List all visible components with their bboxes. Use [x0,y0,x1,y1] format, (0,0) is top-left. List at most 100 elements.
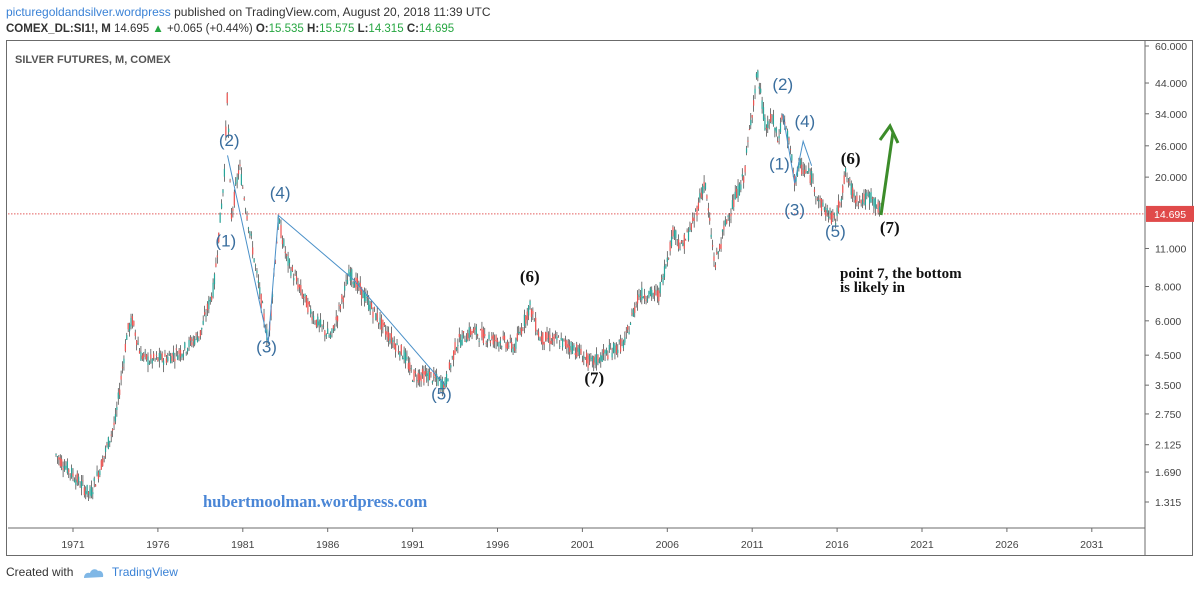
candle-body [320,319,322,327]
symbol-line: COMEX_DL:SI1!, M 14.695 ▲ +0.065 (+0.44%… [6,23,454,35]
candle-body [372,311,374,318]
candle-body [426,373,428,376]
candle-body [249,231,251,235]
candle-body [205,315,207,317]
close-label: C: [406,23,419,35]
candle-body [498,342,500,347]
candle-body [753,100,755,106]
y-tick-label: 11.000 [1155,243,1186,255]
candle-body [839,202,841,206]
candle-body [492,334,494,345]
candle-body [167,356,169,361]
candle-body [580,348,582,355]
candle-body [734,191,736,200]
candle-body [603,349,605,354]
candle-body [383,323,385,326]
candle-body [561,338,564,348]
candle-body [512,347,514,353]
candle-body [288,259,291,264]
candle-body [863,193,865,203]
candle-body [564,340,567,347]
candle-body [331,328,333,333]
candle-body [223,168,226,177]
price-series [55,69,882,502]
candle-body [877,202,879,213]
x-tick-label: 2021 [910,539,934,551]
candle-body [511,342,513,349]
candle-body [287,256,289,266]
candle-body [102,458,104,467]
candle-body [232,208,234,211]
candle-body [597,354,599,363]
candle-body [228,128,230,133]
candle-body [529,300,531,306]
candle-body [356,278,359,287]
candle-body [642,296,644,299]
candle-body [661,277,663,279]
candle-body [870,192,872,203]
wave-label: (6) [520,267,540,286]
candle-body [663,266,666,278]
candle-body [618,340,620,342]
candle-body [508,345,510,347]
candle-body [376,312,378,322]
candle-body [131,316,134,326]
candle-body [172,352,175,356]
candle-body [229,180,231,182]
candle-body [474,327,476,330]
candle-body [833,213,835,216]
y-tick-label: 2.750 [1155,409,1181,421]
chart-frame[interactable] [6,40,1193,556]
candle-body [774,127,776,131]
candle-body [576,344,578,358]
candle-body [414,371,417,374]
publisher-link[interactable]: picturegoldandsilver.wordpress [6,5,171,19]
tradingview-brand-link[interactable]: TradingView [111,565,178,579]
candle-body [56,456,59,458]
wave-line [227,155,354,343]
candle-body [109,440,111,443]
candle-body [478,340,480,342]
candle-body [481,328,483,338]
candle-body [571,346,574,354]
candle-body [260,294,262,309]
wave-label: (3) [784,201,805,220]
candle-body [220,203,223,209]
candle-body [396,343,398,345]
y-tick-label: 60.000 [1155,41,1187,53]
candle-body [61,459,63,467]
candle-body [171,353,173,362]
candle-body [278,219,281,223]
candle-body [181,354,183,358]
candle-body [69,473,71,475]
candle-body [134,332,136,336]
candle-body [632,309,634,317]
candle-body [337,316,339,322]
candle-body [636,294,639,304]
candle-body [318,321,320,325]
candle-body [58,457,60,460]
candle-body [375,313,377,321]
candle-body [813,189,816,193]
wave-label: (1) [769,155,790,174]
candle-body [430,372,432,373]
candle-body [846,178,848,179]
candle-body [437,378,439,386]
candle-body [468,327,470,338]
x-tick-label: 1971 [61,539,85,551]
candle-body [675,230,677,239]
candle-body [284,251,286,254]
candle-body [528,305,530,316]
candle-body [711,245,714,247]
candle-body [799,159,801,166]
candle-body [658,290,660,302]
candle-body [307,301,309,313]
candle-body [513,347,516,351]
candle-body [714,264,717,268]
candle-body [300,285,302,293]
candle-body [420,375,422,382]
candle-body [104,447,107,452]
candle-body [536,333,538,335]
candle-body [434,376,436,378]
